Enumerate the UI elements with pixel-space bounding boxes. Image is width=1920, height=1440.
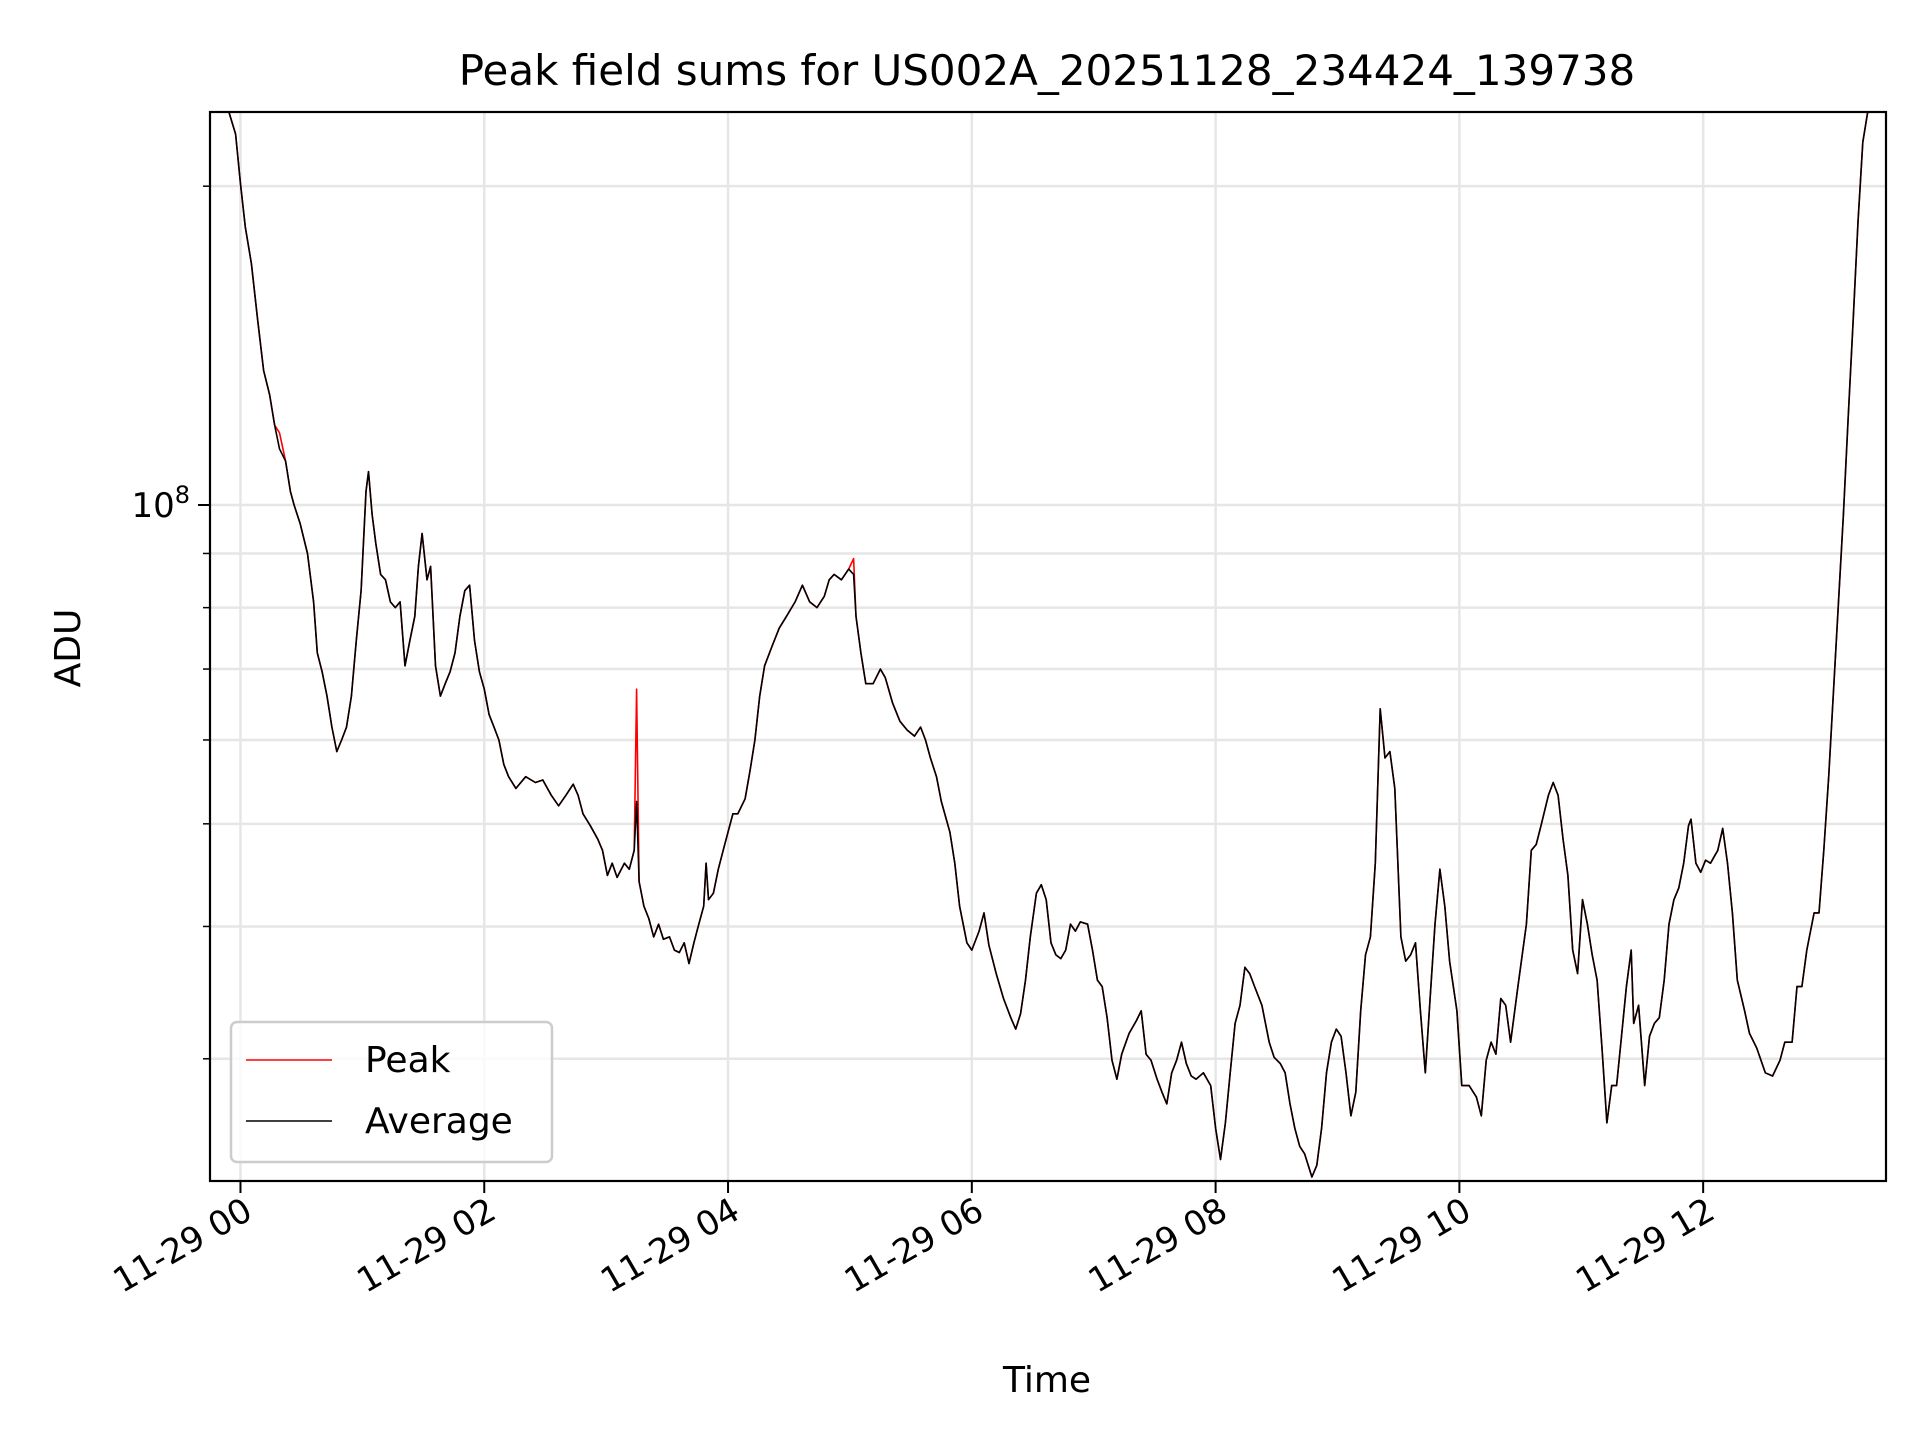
chart-title: Peak field sums for US002A_20251128_2344… (459, 46, 1636, 95)
legend-box (229, 1020, 554, 1164)
series-average-line (228, 113, 1869, 1178)
y-axis-label: ADU (48, 609, 89, 688)
axes-frame (208, 110, 1888, 1183)
grid (210, 112, 1886, 1181)
plot-lines (228, 113, 1869, 1178)
y-tick-label: 108 (131, 481, 190, 526)
legend: Peak Average (229, 1020, 554, 1164)
legend-average-label: Average (365, 1101, 513, 1142)
x-axis-label: Time (1002, 1360, 1091, 1401)
legend-peak-label: Peak (365, 1040, 451, 1081)
